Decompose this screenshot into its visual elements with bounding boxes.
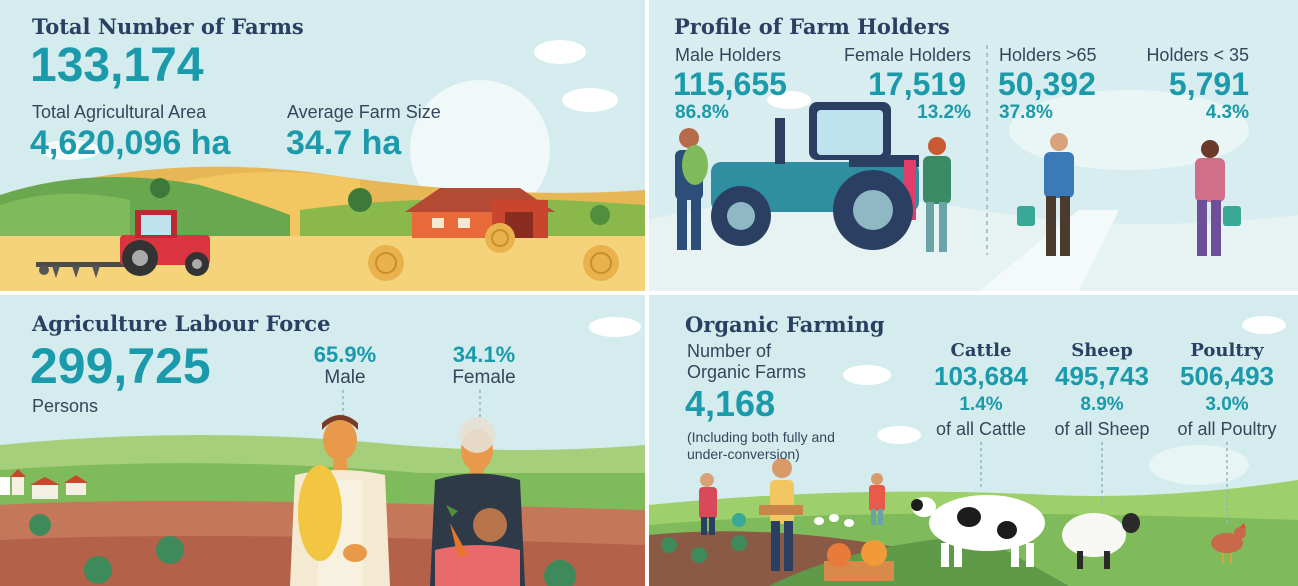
sheep-value: 495,743 bbox=[1055, 361, 1149, 391]
agricultural-area-value: 4,620,096 ha bbox=[30, 124, 231, 162]
female-holders-label: Female Holders bbox=[843, 45, 971, 65]
labour-illustration bbox=[0, 295, 645, 586]
farm-landscape-illustration bbox=[0, 0, 645, 291]
labour-unit-label: Persons bbox=[32, 396, 99, 416]
cattle-of-label: of all Cattle bbox=[935, 419, 1027, 439]
poultry-of-label: of all Poultry bbox=[1177, 419, 1277, 439]
farms-panel: Total Number of Farms 133,174 Total Agri… bbox=[0, 0, 645, 291]
sheep-pct: 8.9% bbox=[1080, 394, 1124, 415]
farm-size-value: 34.7 ha bbox=[286, 124, 402, 162]
cattle-value: 103,684 bbox=[934, 361, 1028, 391]
panel-title: Profile of Farm Holders bbox=[674, 14, 950, 39]
labour-panel: Agriculture Labour Force 299,725 Persons… bbox=[0, 295, 645, 586]
holders-over-65-value: 50,392 bbox=[998, 66, 1096, 102]
holders-over-65-label: Holders >65 bbox=[999, 45, 1097, 65]
organic-farms-label-line2: Organic Farms bbox=[687, 362, 807, 382]
labour-male-label: Male bbox=[324, 367, 366, 388]
labour-female-pct: 34.1% bbox=[452, 342, 516, 367]
panel-title: Agriculture Labour Force bbox=[32, 311, 331, 336]
holders-under-35-value: 5,791 bbox=[1168, 66, 1249, 102]
labour-female-label: Female bbox=[452, 367, 516, 388]
cattle-label: Cattle bbox=[950, 340, 1012, 361]
holders-illustration bbox=[649, 0, 1298, 291]
holders-panel: Profile of Farm Holders Male Holders 115… bbox=[649, 0, 1298, 291]
agricultural-area-label: Total Agricultural Area bbox=[32, 102, 207, 122]
poultry-label: Poultry bbox=[1190, 340, 1264, 361]
organic-note-line1: (Including both fully and bbox=[687, 429, 835, 445]
panel-title: Organic Farming bbox=[685, 312, 885, 337]
male-holders-label: Male Holders bbox=[675, 45, 782, 65]
organic-illustration bbox=[649, 295, 1298, 586]
holders-over-65-pct: 37.8% bbox=[999, 102, 1053, 123]
organic-farms-value: 4,168 bbox=[685, 383, 776, 424]
poultry-pct: 3.0% bbox=[1205, 394, 1249, 415]
female-holders-pct: 13.2% bbox=[917, 102, 971, 123]
sheep-label: Sheep bbox=[1071, 340, 1133, 361]
sheep-of-label: of all Sheep bbox=[1054, 419, 1150, 439]
female-holders-value: 17,519 bbox=[868, 66, 966, 102]
male-holders-value: 115,655 bbox=[673, 66, 787, 102]
holders-under-35-label: Holders < 35 bbox=[1146, 45, 1249, 65]
total-farms-value: 133,174 bbox=[30, 39, 204, 92]
organic-panel: Organic Farming Number of Organic Farms … bbox=[649, 295, 1298, 586]
organic-farms-label-line1: Number of bbox=[687, 341, 772, 361]
holders-under-35-pct: 4.3% bbox=[1205, 102, 1249, 123]
organic-note-line2: under-conversion) bbox=[687, 446, 800, 462]
poultry-value: 506,493 bbox=[1180, 361, 1274, 391]
panel-title: Total Number of Farms bbox=[32, 14, 304, 39]
farm-size-label: Average Farm Size bbox=[287, 102, 441, 122]
labour-male-pct: 65.9% bbox=[313, 342, 377, 367]
labour-total-value: 299,725 bbox=[30, 338, 211, 394]
male-holders-pct: 86.8% bbox=[675, 102, 729, 123]
cattle-pct: 1.4% bbox=[959, 394, 1003, 415]
